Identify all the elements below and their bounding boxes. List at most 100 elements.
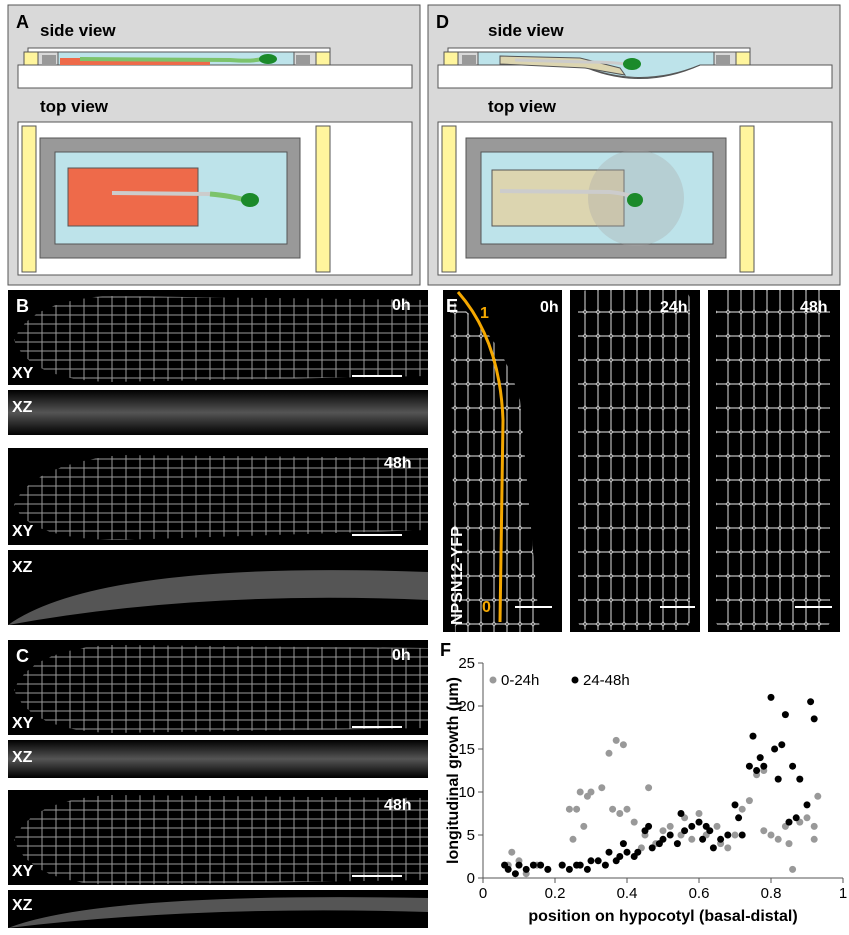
point xyxy=(624,849,631,856)
position-label: 1 xyxy=(480,305,489,322)
point xyxy=(696,819,703,826)
point xyxy=(606,849,613,856)
point xyxy=(598,784,605,791)
panel-a: A side view top view xyxy=(8,5,420,285)
point xyxy=(746,797,753,804)
point xyxy=(811,823,818,830)
legend-label: 24-48h xyxy=(583,672,630,689)
point xyxy=(760,763,767,770)
point xyxy=(577,862,584,869)
point xyxy=(602,862,609,869)
point xyxy=(771,746,778,753)
x-tick-label: 0.8 xyxy=(761,885,782,902)
x-tick-label: 0 xyxy=(479,885,487,902)
x-tick-label: 0.4 xyxy=(617,885,638,902)
point xyxy=(530,862,537,869)
point xyxy=(595,857,602,864)
point xyxy=(667,832,674,839)
point xyxy=(584,866,591,873)
legend-marker xyxy=(490,677,497,684)
point xyxy=(714,823,721,830)
point xyxy=(786,819,793,826)
x-axis-label: position on hypocotyl (basal-distal) xyxy=(528,908,797,925)
point xyxy=(505,866,512,873)
micrographs: B 0h XY XZ 48h XY XZ C 0h XY XZ 48h XY X… xyxy=(8,290,428,928)
point xyxy=(606,750,613,757)
point xyxy=(588,857,595,864)
x-tick-label: 0.2 xyxy=(545,885,566,902)
point xyxy=(616,853,623,860)
scatter-chart: 051015202500.20.40.60.81position on hypo… xyxy=(445,655,847,925)
time-label: 48h xyxy=(384,455,412,472)
y-tick-label: 25 xyxy=(458,655,475,672)
point xyxy=(724,832,731,839)
point xyxy=(811,715,818,722)
point xyxy=(753,767,760,774)
point xyxy=(778,741,785,748)
point xyxy=(735,814,742,821)
x-tick-label: 1 xyxy=(839,885,847,902)
view-label: top view xyxy=(40,97,109,116)
panel-d: D side view top view xyxy=(428,5,840,285)
point xyxy=(793,814,800,821)
point xyxy=(768,832,775,839)
x-tick-label: 0.6 xyxy=(689,885,710,902)
point xyxy=(789,763,796,770)
view-label: XY xyxy=(12,715,34,732)
point xyxy=(508,849,515,856)
point xyxy=(523,866,530,873)
point xyxy=(559,862,566,869)
time-label: 24h xyxy=(660,299,688,316)
point xyxy=(732,832,739,839)
position-label: 0 xyxy=(482,599,491,616)
point xyxy=(768,694,775,701)
point xyxy=(775,776,782,783)
point xyxy=(678,810,685,817)
point xyxy=(616,810,623,817)
point xyxy=(746,763,753,770)
point xyxy=(782,711,789,718)
point xyxy=(624,806,631,813)
point xyxy=(645,823,652,830)
point xyxy=(660,836,667,843)
point xyxy=(660,827,667,834)
legend-label: 0-24h xyxy=(501,672,539,689)
point xyxy=(710,844,717,851)
point xyxy=(739,832,746,839)
point xyxy=(750,733,757,740)
view-label: side view xyxy=(488,21,564,40)
point xyxy=(634,849,641,856)
point xyxy=(512,870,519,877)
point xyxy=(620,741,627,748)
point xyxy=(620,840,627,847)
point xyxy=(796,776,803,783)
point xyxy=(760,827,767,834)
point xyxy=(681,827,688,834)
panel-label: D xyxy=(436,12,449,32)
point xyxy=(588,789,595,796)
time-label: 0h xyxy=(392,297,411,314)
panel-label: E xyxy=(446,296,458,316)
point xyxy=(573,806,580,813)
point xyxy=(811,836,818,843)
point xyxy=(775,836,782,843)
panel-label: C xyxy=(16,646,29,666)
point xyxy=(537,862,544,869)
point xyxy=(732,801,739,808)
point xyxy=(566,806,573,813)
point xyxy=(631,819,638,826)
time-label: 0h xyxy=(540,299,559,316)
point xyxy=(667,823,674,830)
point xyxy=(649,844,656,851)
point xyxy=(580,823,587,830)
point xyxy=(789,866,796,873)
view-label: XY xyxy=(12,863,34,880)
point xyxy=(674,840,681,847)
point xyxy=(717,836,724,843)
figure: A side view top view D side view top vie… xyxy=(0,0,849,930)
view-label: XZ xyxy=(12,897,33,914)
point xyxy=(696,810,703,817)
point xyxy=(577,789,584,796)
view-label: XZ xyxy=(12,399,33,416)
panel-label: F xyxy=(440,640,451,660)
